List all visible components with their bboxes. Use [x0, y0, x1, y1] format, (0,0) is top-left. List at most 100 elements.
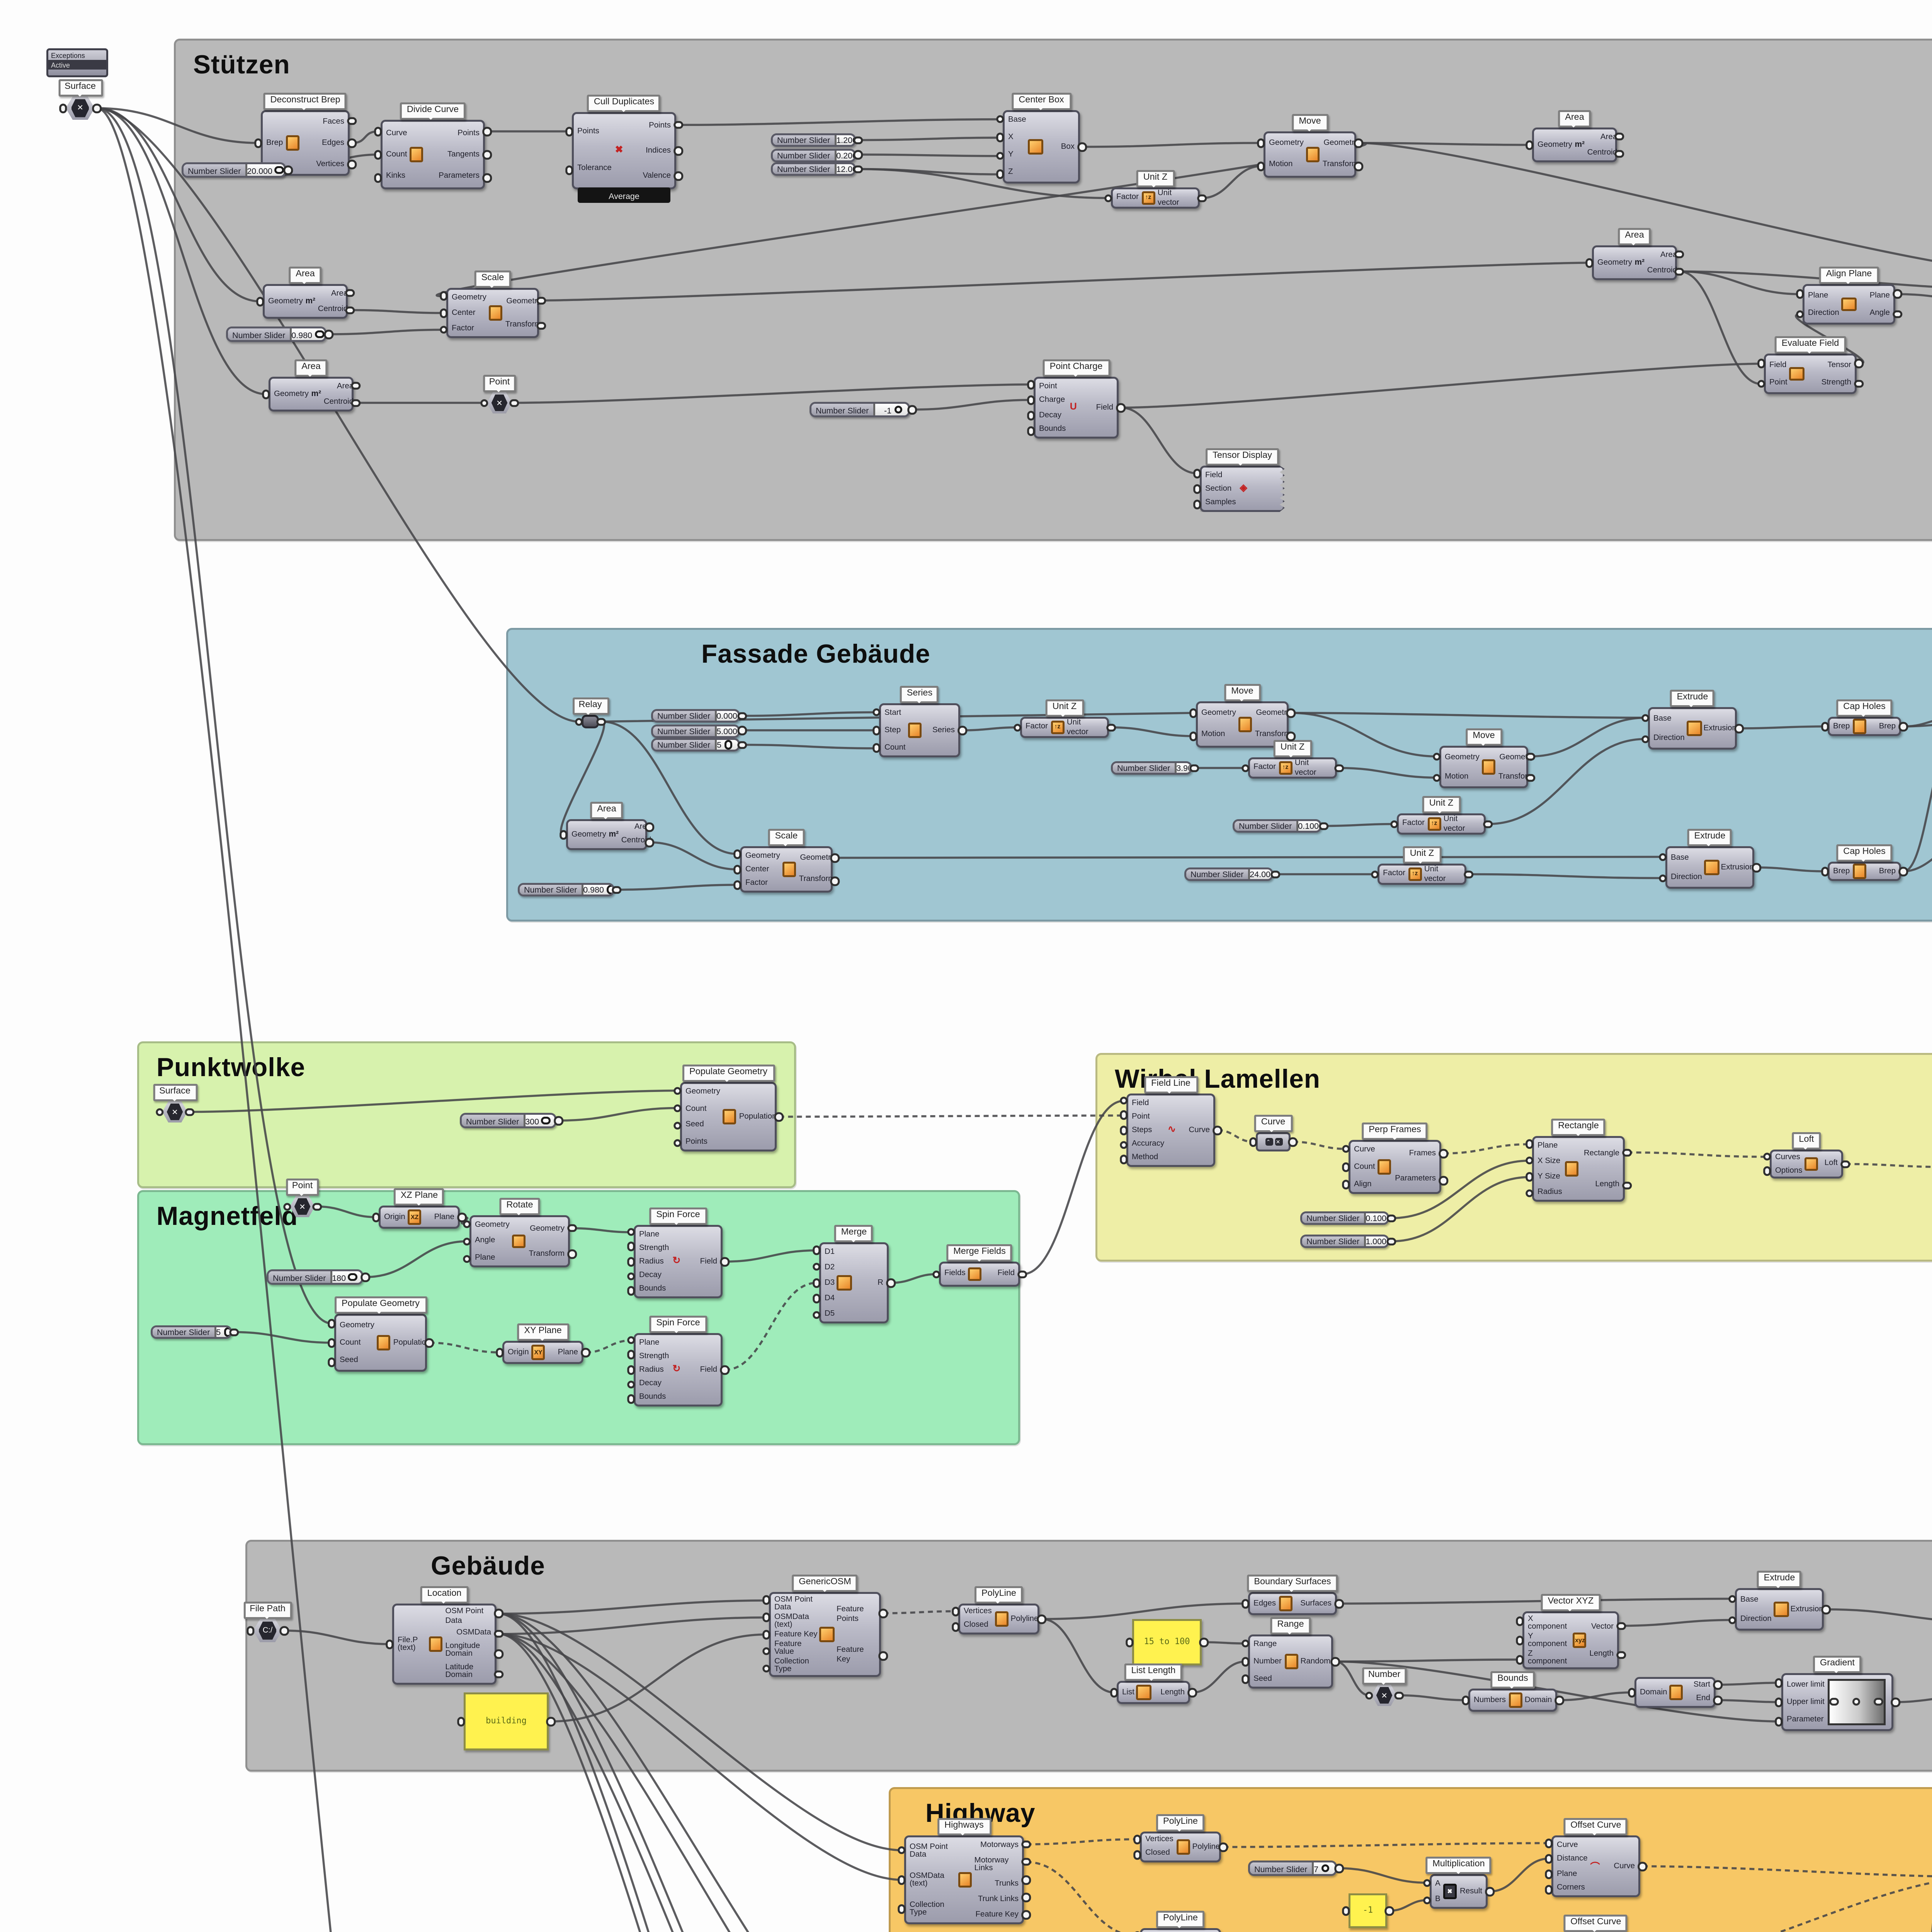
- input-port[interactable]: [897, 1875, 906, 1884]
- unit-z-f4[interactable]: Factor ↑z Unit vector: [1378, 864, 1466, 885]
- output-port[interactable]: [1713, 1696, 1723, 1705]
- input-port[interactable]: [1757, 359, 1766, 368]
- output-port[interactable]: [1335, 1599, 1344, 1608]
- output-port[interactable]: [1387, 1236, 1396, 1246]
- output-port[interactable]: [1675, 267, 1684, 276]
- input-port[interactable]: [1641, 713, 1650, 723]
- input-port[interactable]: [1461, 1696, 1471, 1705]
- output-port[interactable]: [854, 150, 863, 159]
- output-port[interactable]: [537, 296, 546, 305]
- output-port[interactable]: [1331, 1657, 1340, 1666]
- input-port[interactable]: [373, 150, 383, 159]
- align-plane[interactable]: Plane Direction Plane Angle: [1803, 284, 1895, 325]
- input-port[interactable]: [480, 398, 489, 408]
- input-port[interactable]: [1728, 1615, 1737, 1625]
- output-port[interactable]: [1622, 1148, 1632, 1157]
- output-port[interactable]: [1464, 869, 1474, 879]
- output-port[interactable]: [1354, 162, 1364, 171]
- polyline-h1[interactable]: Vertices Closed Polyline: [1140, 1832, 1221, 1862]
- populate-geo-2[interactable]: Geometry Count Seed Population: [334, 1314, 431, 1372]
- input-port[interactable]: [1119, 1126, 1129, 1135]
- output-port[interactable]: [1018, 1269, 1027, 1279]
- input-port[interactable]: [327, 1357, 337, 1367]
- output-port[interactable]: [1893, 289, 1903, 299]
- slider-knob[interactable]: [349, 1272, 357, 1282]
- slider-0980b[interactable]: Number Slider 0.980: [518, 883, 614, 896]
- input-port[interactable]: [1658, 873, 1668, 883]
- slider-knob[interactable]: [1321, 1864, 1330, 1873]
- input-port[interactable]: [462, 1219, 472, 1229]
- highways-node[interactable]: OSM Point Data OSMData (text) Collection T…: [904, 1835, 1024, 1924]
- output-port[interactable]: [284, 165, 293, 175]
- dec-domain[interactable]: Domain Start End: [1634, 1677, 1716, 1708]
- point-param[interactable]: ✕: [487, 392, 512, 413]
- input-port[interactable]: [1241, 1599, 1250, 1608]
- input-port[interactable]: [1515, 1616, 1525, 1626]
- output-port[interactable]: [361, 1272, 371, 1282]
- input-port[interactable]: [626, 1286, 636, 1296]
- input-port[interactable]: [155, 1107, 165, 1117]
- output-port[interactable]: [537, 321, 546, 330]
- output-port[interactable]: [1213, 1126, 1223, 1135]
- input-port[interactable]: [1774, 1717, 1784, 1726]
- output-port[interactable]: [879, 1651, 888, 1660]
- output-port[interactable]: [347, 160, 357, 170]
- graft-icon[interactable]: ⌃: [1264, 1138, 1272, 1146]
- output-port[interactable]: [1387, 1213, 1396, 1223]
- location-1[interactable]: File.P (text) OSM Point Data OSMData Longit…: [392, 1604, 497, 1685]
- panel-neg1-h1[interactable]: -1: [1349, 1893, 1387, 1928]
- input-port[interactable]: [626, 1242, 636, 1252]
- input-port[interactable]: [812, 1294, 821, 1304]
- input-port[interactable]: [1370, 869, 1380, 879]
- output-port[interactable]: [1752, 863, 1762, 872]
- slider-f0000[interactable]: Number Slider 0.000: [651, 709, 740, 723]
- loft-1[interactable]: Curves Options Loft: [1770, 1150, 1843, 1179]
- surface-param2[interactable]: ✕: [162, 1101, 187, 1122]
- input-port[interactable]: [1133, 1850, 1142, 1859]
- output-port[interactable]: [1439, 1149, 1449, 1158]
- output-port[interactable]: [1116, 403, 1126, 412]
- slider-f5000[interactable]: Number Slider 5.000: [651, 723, 740, 737]
- output-port[interactable]: [1483, 819, 1493, 829]
- input-port[interactable]: [762, 1647, 771, 1656]
- output-port[interactable]: [546, 1717, 556, 1726]
- input-port[interactable]: [261, 389, 271, 399]
- output-port[interactable]: [738, 726, 747, 735]
- offset-h1[interactable]: Curve Distance Plane Corners ⌒ Curve: [1551, 1835, 1640, 1897]
- input-port[interactable]: [626, 1380, 636, 1389]
- input-port[interactable]: [373, 173, 383, 182]
- unit-z-f1[interactable]: Factor ↑z Unit vector: [1020, 717, 1109, 738]
- evaluate-field[interactable]: Field Point Tensor Strength: [1764, 354, 1857, 394]
- populate-geo-1[interactable]: Geometry Count Seed Points Population: [680, 1082, 777, 1151]
- input-port[interactable]: [951, 1622, 961, 1631]
- output-port[interactable]: [313, 1202, 322, 1211]
- input-port[interactable]: [1119, 1096, 1129, 1105]
- output-port[interactable]: [1335, 763, 1344, 773]
- input-port[interactable]: [1544, 1838, 1554, 1848]
- slider-knob[interactable]: [315, 330, 324, 339]
- slider-knob[interactable]: [607, 885, 612, 894]
- input-port[interactable]: [872, 743, 881, 753]
- output-port[interactable]: [645, 822, 655, 832]
- slider-f5[interactable]: Number Slider 5: [651, 738, 740, 752]
- output-port[interactable]: [185, 1107, 195, 1117]
- input-port[interactable]: [1728, 1594, 1737, 1604]
- extrude-f1[interactable]: Base Direction Extrusion: [1648, 707, 1737, 750]
- merge-fields[interactable]: Fields Field: [939, 1262, 1020, 1287]
- output-port[interactable]: [1188, 1688, 1197, 1697]
- input-port[interactable]: [1364, 1690, 1374, 1700]
- input-port[interactable]: [626, 1228, 636, 1237]
- input-port[interactable]: [1515, 1655, 1525, 1664]
- slider-24000[interactable]: Number Slider 24.000: [1184, 867, 1273, 881]
- output-port[interactable]: [324, 330, 334, 339]
- cull-duplicates[interactable]: Points Tolerance ✖ Points Indices Valence Aver…: [572, 112, 676, 202]
- output-port[interactable]: [347, 138, 357, 148]
- output-port[interactable]: [351, 398, 361, 408]
- input-port[interactable]: [1762, 1152, 1772, 1162]
- input-port[interactable]: [1241, 763, 1250, 773]
- output-port[interactable]: [1854, 359, 1864, 368]
- input-port[interactable]: [1119, 1111, 1129, 1120]
- active-label[interactable]: Active: [48, 60, 106, 70]
- unit-z-1[interactable]: Factor ↑z Unit vector: [1111, 187, 1200, 209]
- move-1[interactable]: Geometry Motion Geometry Transform: [1264, 131, 1358, 178]
